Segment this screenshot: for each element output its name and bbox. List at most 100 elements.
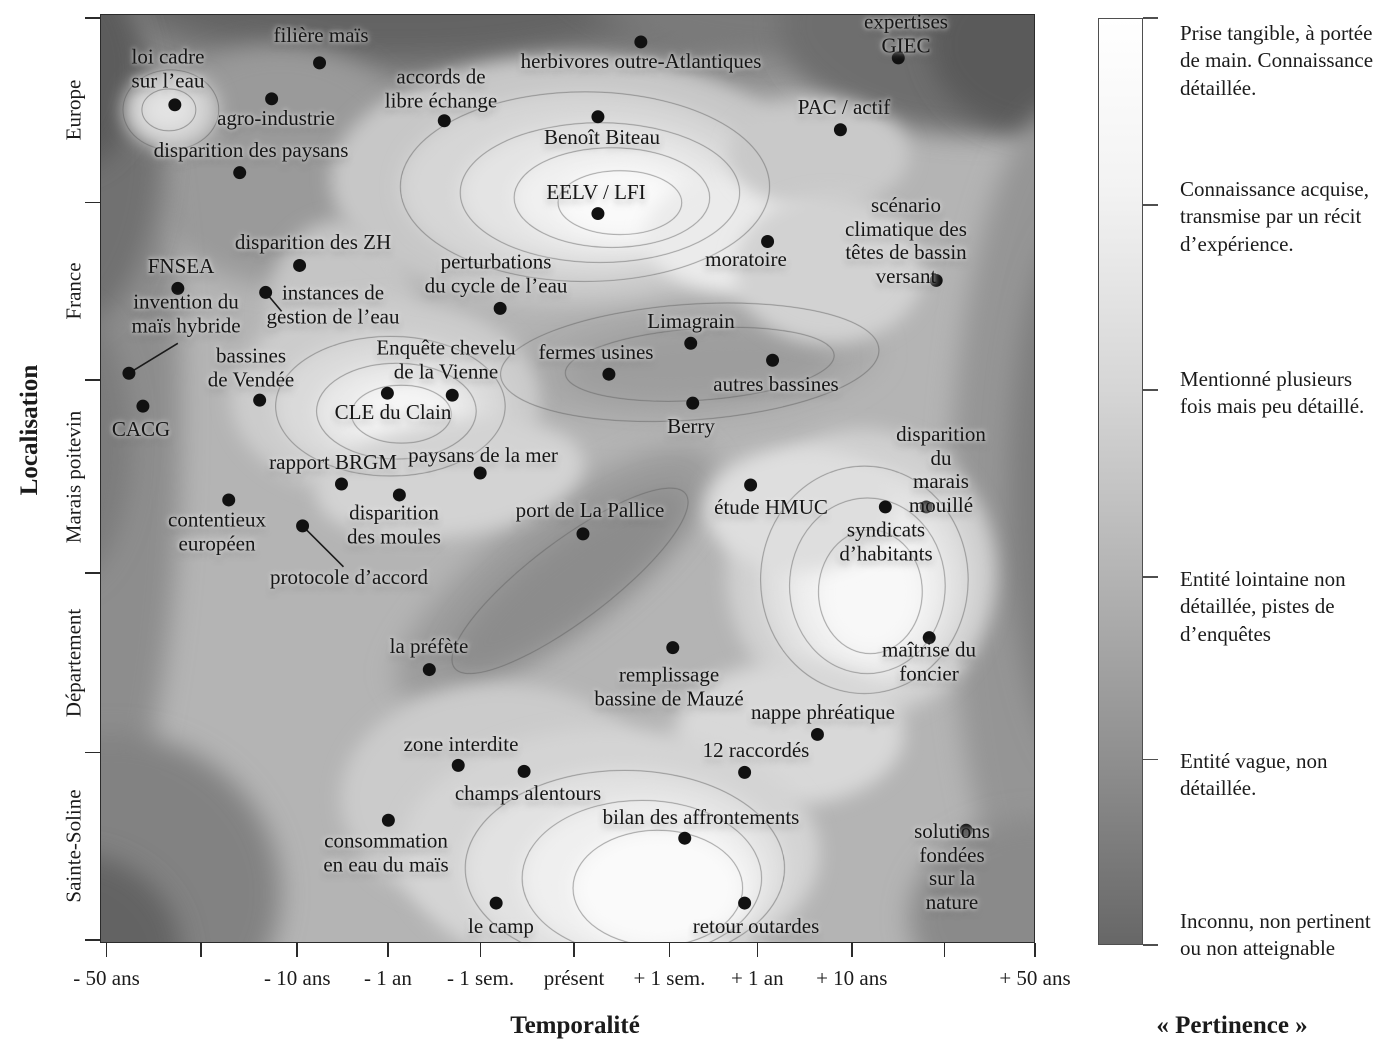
- field-blob: [573, 830, 743, 942]
- x-tick-label: - 50 ans: [73, 966, 140, 990]
- data-point: [878, 500, 892, 514]
- contour-line: [350, 384, 452, 444]
- x-tick-label: - 10 ans: [264, 966, 331, 990]
- x-tick: [105, 943, 108, 957]
- data-point: [334, 477, 348, 491]
- colorbar-label: Entité vague, non détaillée.: [1180, 749, 1328, 801]
- label-leader-line: [302, 525, 345, 568]
- x-tick-label: + 1 an: [730, 966, 784, 990]
- field-blob: [729, 99, 910, 210]
- contour-line: [572, 829, 744, 942]
- data-point: [517, 764, 531, 778]
- colorbar-tick: [1143, 576, 1158, 578]
- field-blob: [101, 326, 131, 562]
- y-axis-title: Localisation: [16, 364, 43, 496]
- contour-line: [564, 326, 835, 402]
- x-tick: [668, 943, 671, 957]
- data-point: [253, 393, 267, 407]
- y-tick: [85, 572, 100, 575]
- data-point: [493, 301, 507, 315]
- data-point: [738, 765, 752, 779]
- colorbar-label: Entité lointaine non détaillée, pistes d…: [1180, 567, 1346, 646]
- data-point: [122, 366, 136, 380]
- data-point: [445, 388, 459, 402]
- field-blob: [704, 447, 895, 571]
- contour-line: [760, 465, 969, 695]
- field-blob: [909, 818, 1034, 942]
- y-row-label: France: [61, 262, 86, 320]
- data-point: [168, 98, 182, 112]
- x-tick: [756, 943, 759, 957]
- y-row-label: Département: [61, 608, 86, 718]
- x-tick: [200, 943, 202, 957]
- data-point: [422, 663, 436, 677]
- field-blob: [316, 418, 584, 540]
- data-point: [171, 281, 185, 295]
- data-point: [678, 831, 692, 845]
- colorbar-tick: [1143, 758, 1158, 761]
- data-point: [919, 500, 933, 514]
- data-point: [473, 466, 487, 480]
- data-point: [929, 273, 943, 287]
- contour-line: [817, 529, 923, 655]
- field-blob: [949, 119, 1034, 942]
- data-point: [296, 519, 310, 533]
- x-tick-label: présent: [543, 966, 605, 990]
- data-point: [738, 896, 752, 910]
- x-axis-title: Temporalité: [510, 1012, 640, 1039]
- colorbar-tick: [1143, 204, 1158, 207]
- field-blob: [1009, 285, 1034, 703]
- data-point: [833, 123, 847, 137]
- data-point: [591, 207, 605, 221]
- pertinence-contour-field: [101, 15, 1034, 942]
- data-point: [761, 235, 775, 248]
- contour-line: [141, 88, 197, 132]
- y-tick: [85, 751, 100, 754]
- colorbar-title: « Pertinence »: [1156, 1012, 1308, 1039]
- contour-line: [513, 147, 711, 248]
- label-leader-line: [128, 342, 179, 374]
- data-point: [381, 813, 395, 827]
- data-point: [959, 823, 973, 837]
- data-point: [392, 488, 406, 502]
- x-tick-label: - 1 an: [364, 966, 412, 990]
- contour-line: [789, 497, 946, 675]
- data-point: [222, 493, 236, 507]
- pertinence-colorbar: [1098, 18, 1143, 945]
- data-point: [891, 51, 905, 65]
- field-blob: [929, 15, 1034, 135]
- colorbar-label: Inconnu, non pertinent ou non atteignabl…: [1180, 909, 1371, 961]
- x-tick: [387, 943, 389, 957]
- y-row-label: Europe: [61, 79, 86, 141]
- y-row-label: Sainte-Soline: [61, 789, 86, 903]
- data-point: [136, 399, 150, 413]
- field-blob: [565, 327, 835, 402]
- x-tick: [479, 943, 482, 957]
- contour-line: [464, 769, 785, 942]
- colorbar-tick: [1143, 17, 1158, 19]
- y-tick: [85, 16, 100, 19]
- y-tick: [85, 201, 100, 204]
- data-point: [744, 478, 758, 492]
- x-tick: [296, 943, 299, 957]
- data-point: [259, 285, 273, 299]
- contour-line: [500, 302, 880, 422]
- data-point: [313, 56, 327, 70]
- data-point: [666, 641, 680, 655]
- contour-line: [557, 170, 683, 236]
- data-point: [489, 896, 503, 910]
- x-tick: [573, 943, 575, 957]
- field-blob: [101, 15, 141, 161]
- colorbar-tick: [1143, 944, 1158, 946]
- data-point: [684, 336, 698, 350]
- x-tick: [1034, 943, 1036, 957]
- plot-area: loi cadre sur l’eau filière maïs agro-indu…: [100, 10, 1035, 943]
- x-tick-label: + 1 sem.: [633, 966, 706, 990]
- data-point: [591, 110, 605, 124]
- data-point: [634, 35, 648, 49]
- field-blob: [141, 88, 196, 131]
- contour-line: [399, 91, 771, 282]
- data-point: [437, 114, 451, 128]
- contour-line: [451, 487, 689, 675]
